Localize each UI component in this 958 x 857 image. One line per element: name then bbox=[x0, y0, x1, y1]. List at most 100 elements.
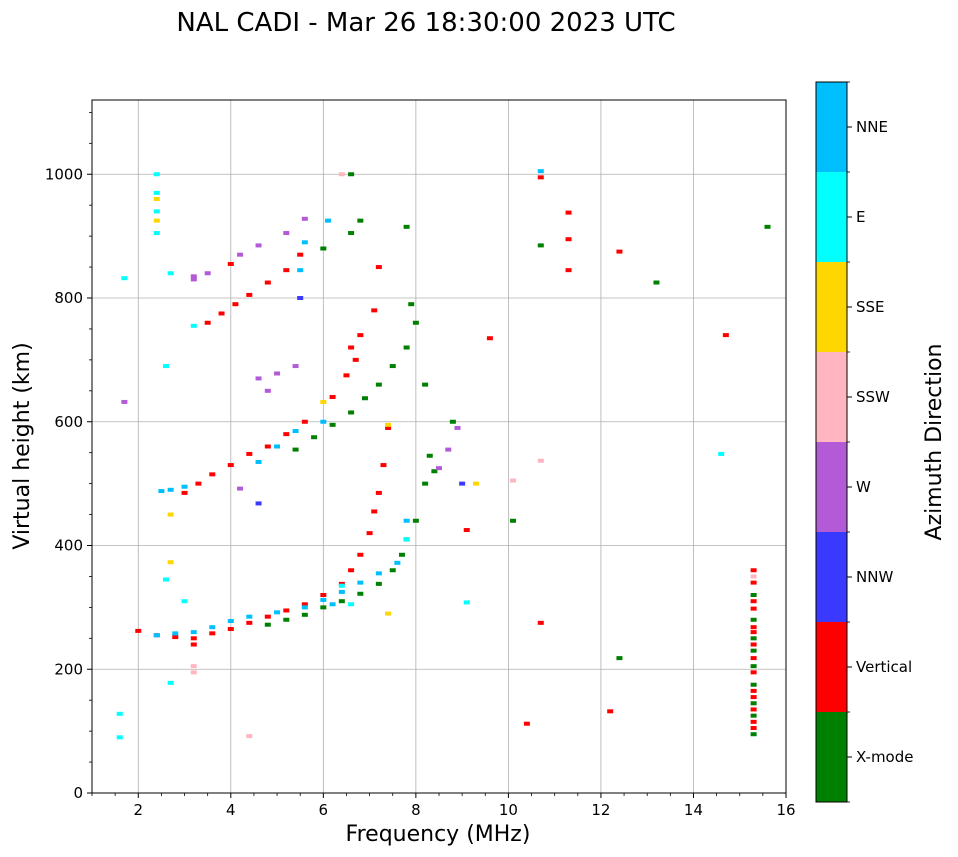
data-point bbox=[190, 636, 197, 641]
data-point bbox=[320, 597, 327, 602]
data-point bbox=[204, 320, 211, 325]
data-point bbox=[565, 237, 572, 242]
colorbar-segment bbox=[816, 532, 847, 622]
data-point bbox=[371, 509, 378, 514]
data-point bbox=[348, 410, 355, 415]
colorbar-segment bbox=[816, 262, 847, 352]
data-point bbox=[348, 568, 355, 573]
colorbar-segment bbox=[816, 712, 847, 802]
colorbar-segment bbox=[816, 172, 847, 262]
data-point bbox=[135, 628, 142, 633]
data-point bbox=[227, 261, 234, 266]
data-point bbox=[473, 481, 480, 486]
y-tick-label: 600 bbox=[54, 413, 83, 431]
data-point bbox=[320, 593, 327, 597]
data-point bbox=[153, 209, 160, 214]
data-point bbox=[209, 472, 216, 477]
data-point bbox=[338, 583, 345, 588]
data-point bbox=[301, 419, 308, 424]
data-point bbox=[422, 382, 429, 387]
data-point bbox=[537, 458, 544, 463]
data-point bbox=[412, 320, 419, 325]
data-point bbox=[255, 376, 262, 381]
data-point bbox=[357, 218, 364, 223]
data-point bbox=[750, 617, 757, 622]
data-point bbox=[158, 489, 165, 494]
axes: 2 4 6 8 10 12 14 16 0 200 400 600 800 1000 bbox=[45, 99, 796, 819]
data-point bbox=[750, 625, 757, 630]
data-point bbox=[153, 197, 160, 201]
data-point bbox=[255, 243, 262, 248]
data-point bbox=[565, 210, 572, 215]
data-point bbox=[167, 560, 174, 565]
data-point bbox=[357, 591, 364, 596]
data-point bbox=[403, 224, 410, 229]
data-point bbox=[375, 265, 382, 270]
data-point bbox=[338, 599, 345, 604]
data-point bbox=[750, 670, 757, 675]
data-point bbox=[232, 302, 239, 307]
y-tick-label: 1000 bbox=[45, 165, 83, 183]
data-point bbox=[750, 713, 757, 718]
data-point bbox=[718, 451, 725, 456]
data-point bbox=[348, 172, 355, 177]
data-point bbox=[204, 271, 211, 276]
data-point bbox=[394, 560, 401, 565]
data-point bbox=[167, 271, 174, 276]
x-tick-label: 14 bbox=[684, 801, 703, 819]
data-point bbox=[190, 323, 197, 328]
data-point bbox=[537, 169, 544, 174]
data-point bbox=[172, 631, 179, 636]
data-point bbox=[385, 425, 392, 430]
data-point bbox=[246, 292, 253, 297]
data-point bbox=[320, 246, 327, 251]
data-point bbox=[301, 216, 308, 221]
colorbar-segment bbox=[816, 622, 847, 712]
colorbar-label: Vertical bbox=[856, 658, 912, 676]
data-point bbox=[375, 571, 382, 576]
data-point bbox=[348, 231, 355, 236]
data-point bbox=[264, 388, 271, 393]
data-point bbox=[389, 364, 396, 369]
data-point bbox=[121, 399, 128, 404]
data-point bbox=[190, 277, 197, 282]
data-point bbox=[750, 719, 757, 724]
data-point bbox=[750, 682, 757, 687]
data-point bbox=[389, 568, 396, 573]
data-point bbox=[246, 620, 253, 625]
y-axis-title: Virtual height (km) bbox=[10, 342, 35, 549]
data-point bbox=[209, 631, 216, 636]
data-point bbox=[366, 531, 373, 536]
data-point bbox=[181, 599, 188, 604]
data-point bbox=[616, 249, 623, 254]
y-tick-label: 400 bbox=[54, 537, 83, 555]
data-point bbox=[227, 627, 234, 632]
colorbar-frame bbox=[815, 81, 848, 803]
data-point bbox=[403, 537, 410, 542]
data-point bbox=[343, 373, 350, 378]
y-tick-label: 800 bbox=[54, 289, 83, 307]
data-point bbox=[320, 399, 327, 404]
data-point bbox=[445, 447, 452, 452]
data-point bbox=[338, 172, 345, 177]
colorbar-label: SSW bbox=[856, 388, 890, 406]
data-point bbox=[338, 589, 345, 594]
colorbar-label: SSE bbox=[856, 298, 885, 316]
data-point bbox=[385, 422, 392, 427]
data-point bbox=[320, 419, 327, 424]
data-point bbox=[722, 333, 729, 338]
data-point bbox=[274, 610, 281, 615]
plot-frame bbox=[91, 99, 787, 794]
data-point bbox=[121, 276, 128, 281]
data-point bbox=[218, 311, 225, 316]
data-point bbox=[283, 268, 290, 273]
y-tick-label: 200 bbox=[54, 660, 83, 678]
data-point bbox=[301, 602, 308, 607]
data-point bbox=[565, 268, 572, 273]
colorbar-label: E bbox=[856, 208, 865, 226]
data-point bbox=[237, 252, 244, 257]
colorbar-segment bbox=[816, 82, 847, 172]
data-point bbox=[283, 608, 290, 613]
data-point bbox=[264, 280, 271, 285]
data-point bbox=[153, 231, 160, 236]
